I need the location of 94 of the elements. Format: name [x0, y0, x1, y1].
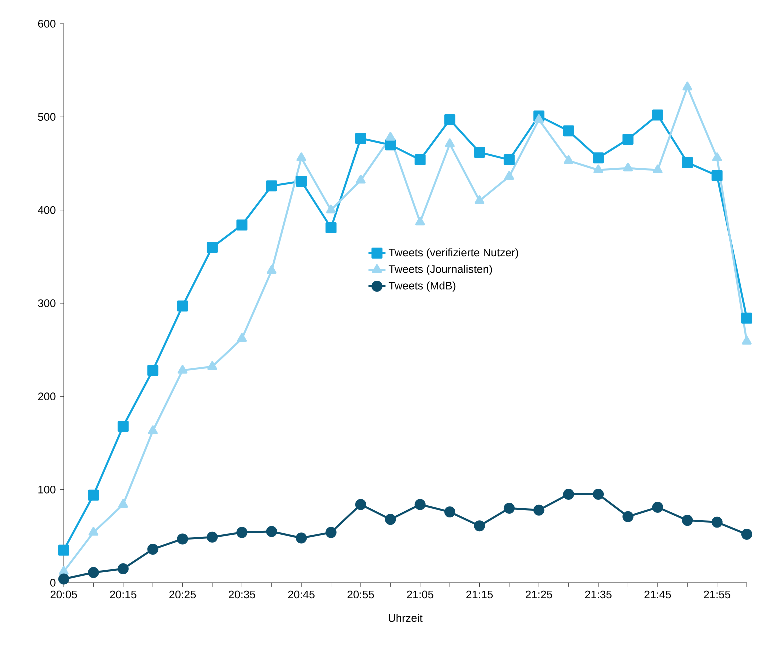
x-tick-label: 21:25	[526, 590, 552, 599]
point	[534, 504, 545, 516]
x-tick-label: 21:15	[466, 590, 493, 599]
point	[386, 132, 396, 141]
point	[177, 534, 188, 545]
point	[622, 134, 634, 146]
y-tick-label: 500	[38, 113, 56, 122]
y-tick-label: 400	[38, 206, 56, 214]
point	[88, 527, 99, 536]
x-axis-title: Uhrzeit	[389, 614, 423, 622]
point	[712, 152, 722, 162]
point	[444, 114, 456, 126]
point	[593, 152, 604, 164]
y-tick-label: 300	[38, 300, 56, 308]
point	[118, 420, 129, 432]
point	[563, 126, 574, 137]
point	[652, 110, 664, 121]
point	[266, 526, 278, 538]
x-tick-label: 20:05	[50, 590, 78, 599]
point	[177, 300, 188, 312]
point	[712, 170, 723, 182]
point	[504, 171, 514, 180]
x-tick-label: 21:55	[704, 590, 731, 599]
point	[178, 365, 188, 374]
point	[58, 544, 70, 556]
point	[118, 499, 128, 508]
point	[474, 147, 486, 158]
x-tick-label: 20:45	[288, 590, 315, 599]
point	[445, 138, 455, 148]
x-tick-label: 21:45	[644, 590, 672, 599]
point	[564, 155, 574, 164]
x-tick-label: 21:05	[407, 590, 434, 599]
point	[444, 506, 456, 518]
point	[594, 164, 604, 174]
point	[266, 265, 277, 274]
point	[148, 426, 158, 434]
point	[236, 220, 248, 231]
point	[148, 365, 159, 376]
legend-label: Tweets (verifizierte Nutzer)	[388, 248, 518, 259]
point	[385, 140, 396, 151]
point	[474, 196, 485, 204]
point	[356, 175, 366, 184]
point	[59, 566, 69, 576]
point	[208, 361, 218, 370]
y-tick-label: 200	[38, 392, 56, 401]
point	[742, 336, 752, 345]
point	[148, 544, 159, 555]
point	[652, 502, 664, 514]
x-tick-label: 20:25	[170, 590, 196, 599]
point	[385, 514, 396, 526]
y-tick-label: 100	[38, 486, 56, 494]
point	[415, 216, 426, 226]
point	[593, 488, 604, 500]
point	[682, 82, 693, 91]
point	[504, 154, 515, 166]
point	[504, 502, 515, 514]
legend-label: Tweets (Journalisten)	[388, 265, 492, 276]
point	[414, 499, 426, 510]
point	[266, 180, 278, 192]
point	[88, 490, 100, 501]
point	[118, 564, 129, 575]
point	[326, 204, 336, 214]
point	[682, 157, 694, 168]
point	[622, 511, 634, 522]
point	[88, 567, 100, 578]
legend-label: Tweets (MdB)	[388, 282, 456, 292]
point	[623, 162, 634, 172]
x-tick-label: 20:55	[348, 590, 374, 599]
point	[355, 499, 366, 510]
point	[326, 222, 337, 234]
point	[296, 152, 306, 162]
point	[355, 133, 366, 144]
point	[326, 527, 337, 538]
point	[58, 574, 70, 585]
point	[742, 529, 753, 540]
point	[682, 515, 694, 526]
point	[712, 516, 723, 528]
y-tick-label: 600	[38, 20, 56, 28]
y-tick-label: 0	[50, 579, 56, 587]
point	[653, 164, 663, 174]
x-tick-label: 21:35	[585, 590, 612, 599]
point	[534, 114, 544, 124]
point	[296, 532, 308, 544]
point	[474, 520, 486, 532]
x-tick-label: 20:35	[229, 590, 256, 599]
point	[414, 154, 426, 166]
point	[236, 527, 248, 538]
point	[237, 333, 248, 342]
x-tick-label: 20:15	[110, 590, 137, 599]
point	[206, 532, 218, 543]
point	[296, 176, 308, 187]
point	[742, 312, 753, 324]
point	[206, 242, 218, 254]
point	[563, 488, 574, 500]
